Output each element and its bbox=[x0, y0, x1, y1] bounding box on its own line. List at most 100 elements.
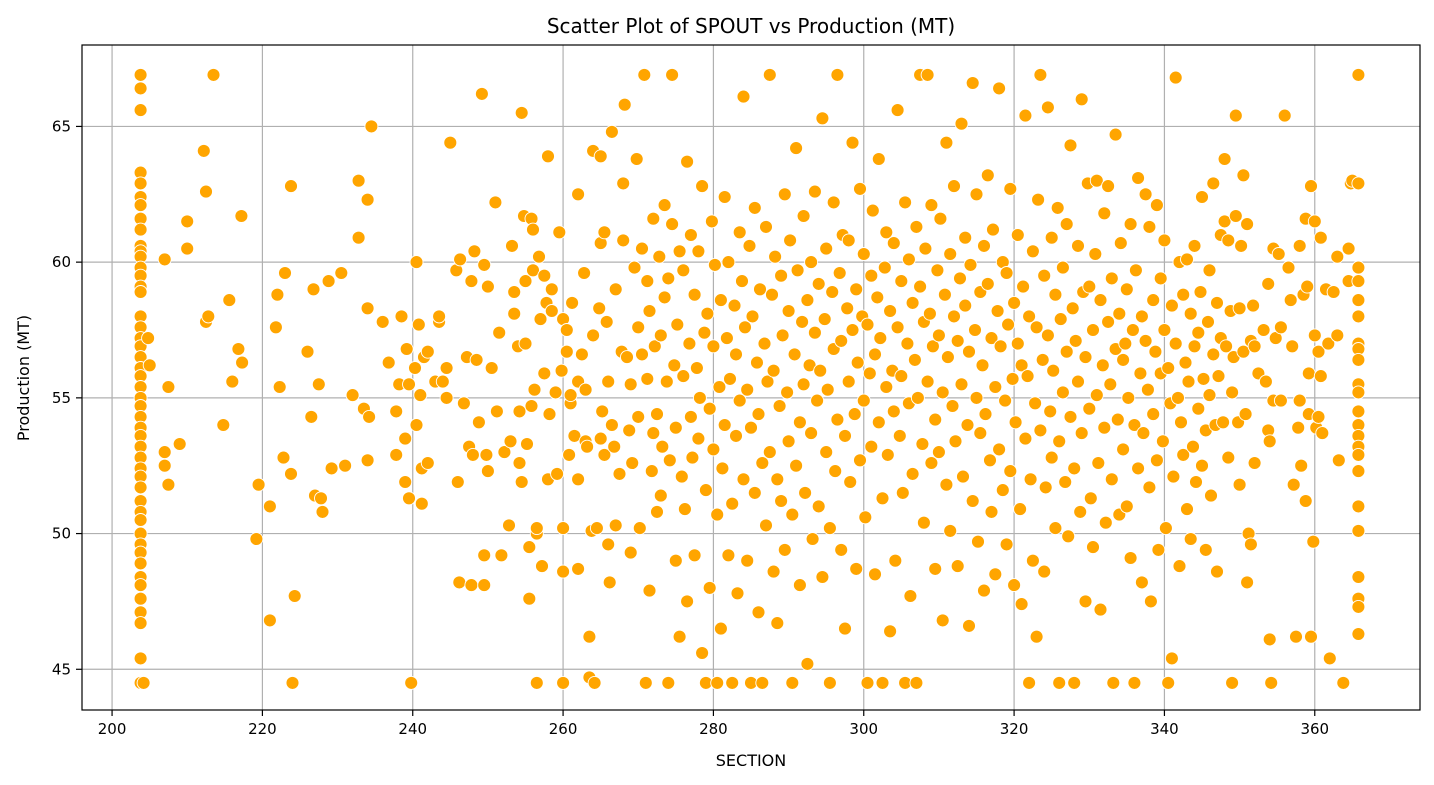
data-point bbox=[286, 676, 299, 689]
data-point bbox=[1352, 68, 1365, 81]
data-point bbox=[1128, 676, 1141, 689]
data-point bbox=[1331, 250, 1344, 263]
data-point bbox=[263, 500, 276, 513]
data-point bbox=[925, 457, 938, 470]
data-point bbox=[1147, 294, 1160, 307]
data-point bbox=[519, 337, 532, 350]
data-point bbox=[316, 505, 329, 518]
data-point bbox=[716, 462, 729, 475]
data-point bbox=[536, 560, 549, 573]
data-point bbox=[134, 68, 147, 81]
data-point bbox=[623, 424, 636, 437]
data-point bbox=[288, 590, 301, 603]
data-point bbox=[1143, 481, 1156, 494]
data-point bbox=[835, 334, 848, 347]
y-tick-label: 45 bbox=[52, 660, 71, 678]
data-point bbox=[515, 476, 528, 489]
data-point bbox=[1009, 416, 1022, 429]
data-point bbox=[763, 446, 776, 459]
data-point bbox=[1113, 307, 1126, 320]
x-axis-label: SECTION bbox=[716, 751, 787, 770]
data-point bbox=[605, 419, 618, 432]
data-point bbox=[767, 364, 780, 377]
data-point bbox=[632, 321, 645, 334]
data-point bbox=[872, 416, 885, 429]
data-point bbox=[465, 275, 478, 288]
data-point bbox=[959, 299, 972, 312]
data-point bbox=[1274, 321, 1287, 334]
data-point bbox=[1308, 329, 1321, 342]
data-point bbox=[1287, 478, 1300, 491]
data-point bbox=[1045, 231, 1058, 244]
data-point bbox=[1150, 199, 1163, 212]
data-point bbox=[696, 180, 709, 193]
data-point bbox=[921, 68, 934, 81]
data-point bbox=[543, 408, 556, 421]
data-point bbox=[771, 617, 784, 630]
data-point bbox=[675, 470, 688, 483]
data-point bbox=[414, 389, 427, 402]
data-point bbox=[277, 451, 290, 464]
data-point bbox=[564, 389, 577, 402]
data-point bbox=[1114, 237, 1127, 250]
data-point bbox=[593, 302, 606, 315]
data-point bbox=[844, 476, 857, 489]
data-point bbox=[596, 405, 609, 418]
data-point bbox=[545, 283, 558, 296]
data-point bbox=[893, 429, 906, 442]
data-point bbox=[250, 533, 263, 546]
data-point bbox=[916, 438, 929, 451]
data-point bbox=[906, 296, 919, 309]
data-point bbox=[797, 378, 810, 391]
data-point bbox=[158, 253, 171, 266]
data-point bbox=[686, 451, 699, 464]
data-point bbox=[714, 622, 727, 635]
data-point bbox=[493, 326, 506, 339]
data-point bbox=[1312, 410, 1325, 423]
data-point bbox=[263, 614, 276, 627]
data-point bbox=[854, 182, 867, 195]
data-point bbox=[1132, 462, 1145, 475]
data-point bbox=[1150, 454, 1163, 467]
data-point bbox=[1314, 370, 1327, 383]
data-point bbox=[1187, 440, 1200, 453]
data-point bbox=[609, 283, 622, 296]
data-point bbox=[583, 630, 596, 643]
data-point bbox=[775, 495, 788, 508]
data-point bbox=[812, 500, 825, 513]
data-point bbox=[654, 489, 667, 502]
data-point bbox=[503, 519, 516, 532]
data-point bbox=[821, 383, 834, 396]
data-point bbox=[887, 237, 900, 250]
data-point bbox=[790, 142, 803, 155]
data-point bbox=[643, 305, 656, 318]
data-point bbox=[1034, 424, 1047, 437]
data-point bbox=[1096, 359, 1109, 372]
data-point bbox=[279, 267, 292, 280]
data-point bbox=[1172, 391, 1185, 404]
data-point bbox=[1053, 435, 1066, 448]
data-point bbox=[1274, 394, 1287, 407]
data-point bbox=[390, 405, 403, 418]
data-point bbox=[959, 231, 972, 244]
data-point bbox=[771, 473, 784, 486]
data-point bbox=[1039, 481, 1052, 494]
data-point bbox=[731, 587, 744, 600]
data-point bbox=[1165, 299, 1178, 312]
data-point bbox=[1090, 389, 1103, 402]
data-point bbox=[917, 516, 930, 529]
data-point bbox=[741, 383, 754, 396]
data-point bbox=[470, 353, 483, 366]
data-point bbox=[1352, 353, 1365, 366]
data-point bbox=[1132, 172, 1145, 185]
data-point bbox=[602, 538, 615, 551]
data-point bbox=[963, 619, 976, 632]
data-point bbox=[793, 579, 806, 592]
data-point bbox=[1049, 288, 1062, 301]
data-point bbox=[1149, 345, 1162, 358]
data-point bbox=[791, 264, 804, 277]
data-point bbox=[782, 435, 795, 448]
data-point bbox=[1059, 476, 1072, 489]
data-point bbox=[560, 345, 573, 358]
data-point bbox=[1000, 267, 1013, 280]
